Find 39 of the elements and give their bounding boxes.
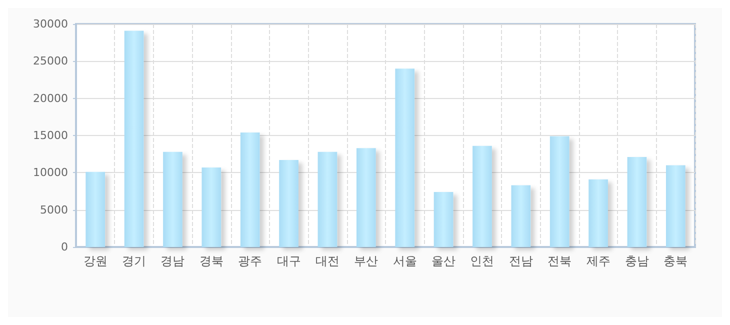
bar bbox=[666, 165, 686, 247]
bar bbox=[356, 148, 376, 247]
bar bbox=[318, 152, 338, 247]
bar bbox=[395, 68, 415, 247]
x-tick-label: 광주 bbox=[238, 254, 262, 268]
x-tick-label: 대전 bbox=[315, 254, 340, 268]
bar bbox=[202, 167, 222, 247]
y-tick-label: 20000 bbox=[33, 92, 68, 105]
bar bbox=[472, 146, 492, 247]
bar bbox=[511, 185, 531, 247]
bar bbox=[550, 136, 570, 247]
bar bbox=[588, 179, 608, 247]
x-tick-label: 부산 bbox=[354, 254, 378, 268]
x-tick-label: 전남 bbox=[508, 254, 533, 268]
y-tick-label: 10000 bbox=[33, 166, 68, 180]
bar bbox=[279, 160, 298, 247]
x-tick-label: 충북 bbox=[664, 254, 688, 268]
x-tick-label: 경남 bbox=[160, 254, 185, 268]
y-tick-label: 5000 bbox=[40, 203, 68, 216]
bar bbox=[124, 30, 144, 247]
x-tick-label: 대구 bbox=[276, 254, 301, 268]
y-tick-label: 0 bbox=[61, 240, 68, 254]
x-tick-label: 충남 bbox=[624, 254, 649, 268]
y-tick-label: 30000 bbox=[33, 18, 68, 30]
bar bbox=[627, 157, 647, 247]
x-tick-label: 인천 bbox=[470, 254, 494, 268]
bar bbox=[434, 192, 454, 247]
y-tick-label: 25000 bbox=[33, 54, 68, 68]
bar bbox=[240, 132, 260, 247]
bar bbox=[86, 172, 106, 247]
bar bbox=[163, 152, 182, 247]
y-tick-label: 15000 bbox=[33, 129, 68, 142]
x-tick-label: 서울 bbox=[392, 254, 417, 268]
x-tick-label: 경기 bbox=[122, 254, 146, 268]
x-tick-label: 전북 bbox=[548, 254, 572, 268]
x-tick-label: 울산 bbox=[432, 254, 456, 268]
x-tick-label: 제주 bbox=[586, 254, 610, 268]
x-tick-label: 강원 bbox=[83, 254, 108, 268]
x-tick-label: 경북 bbox=[199, 254, 224, 268]
